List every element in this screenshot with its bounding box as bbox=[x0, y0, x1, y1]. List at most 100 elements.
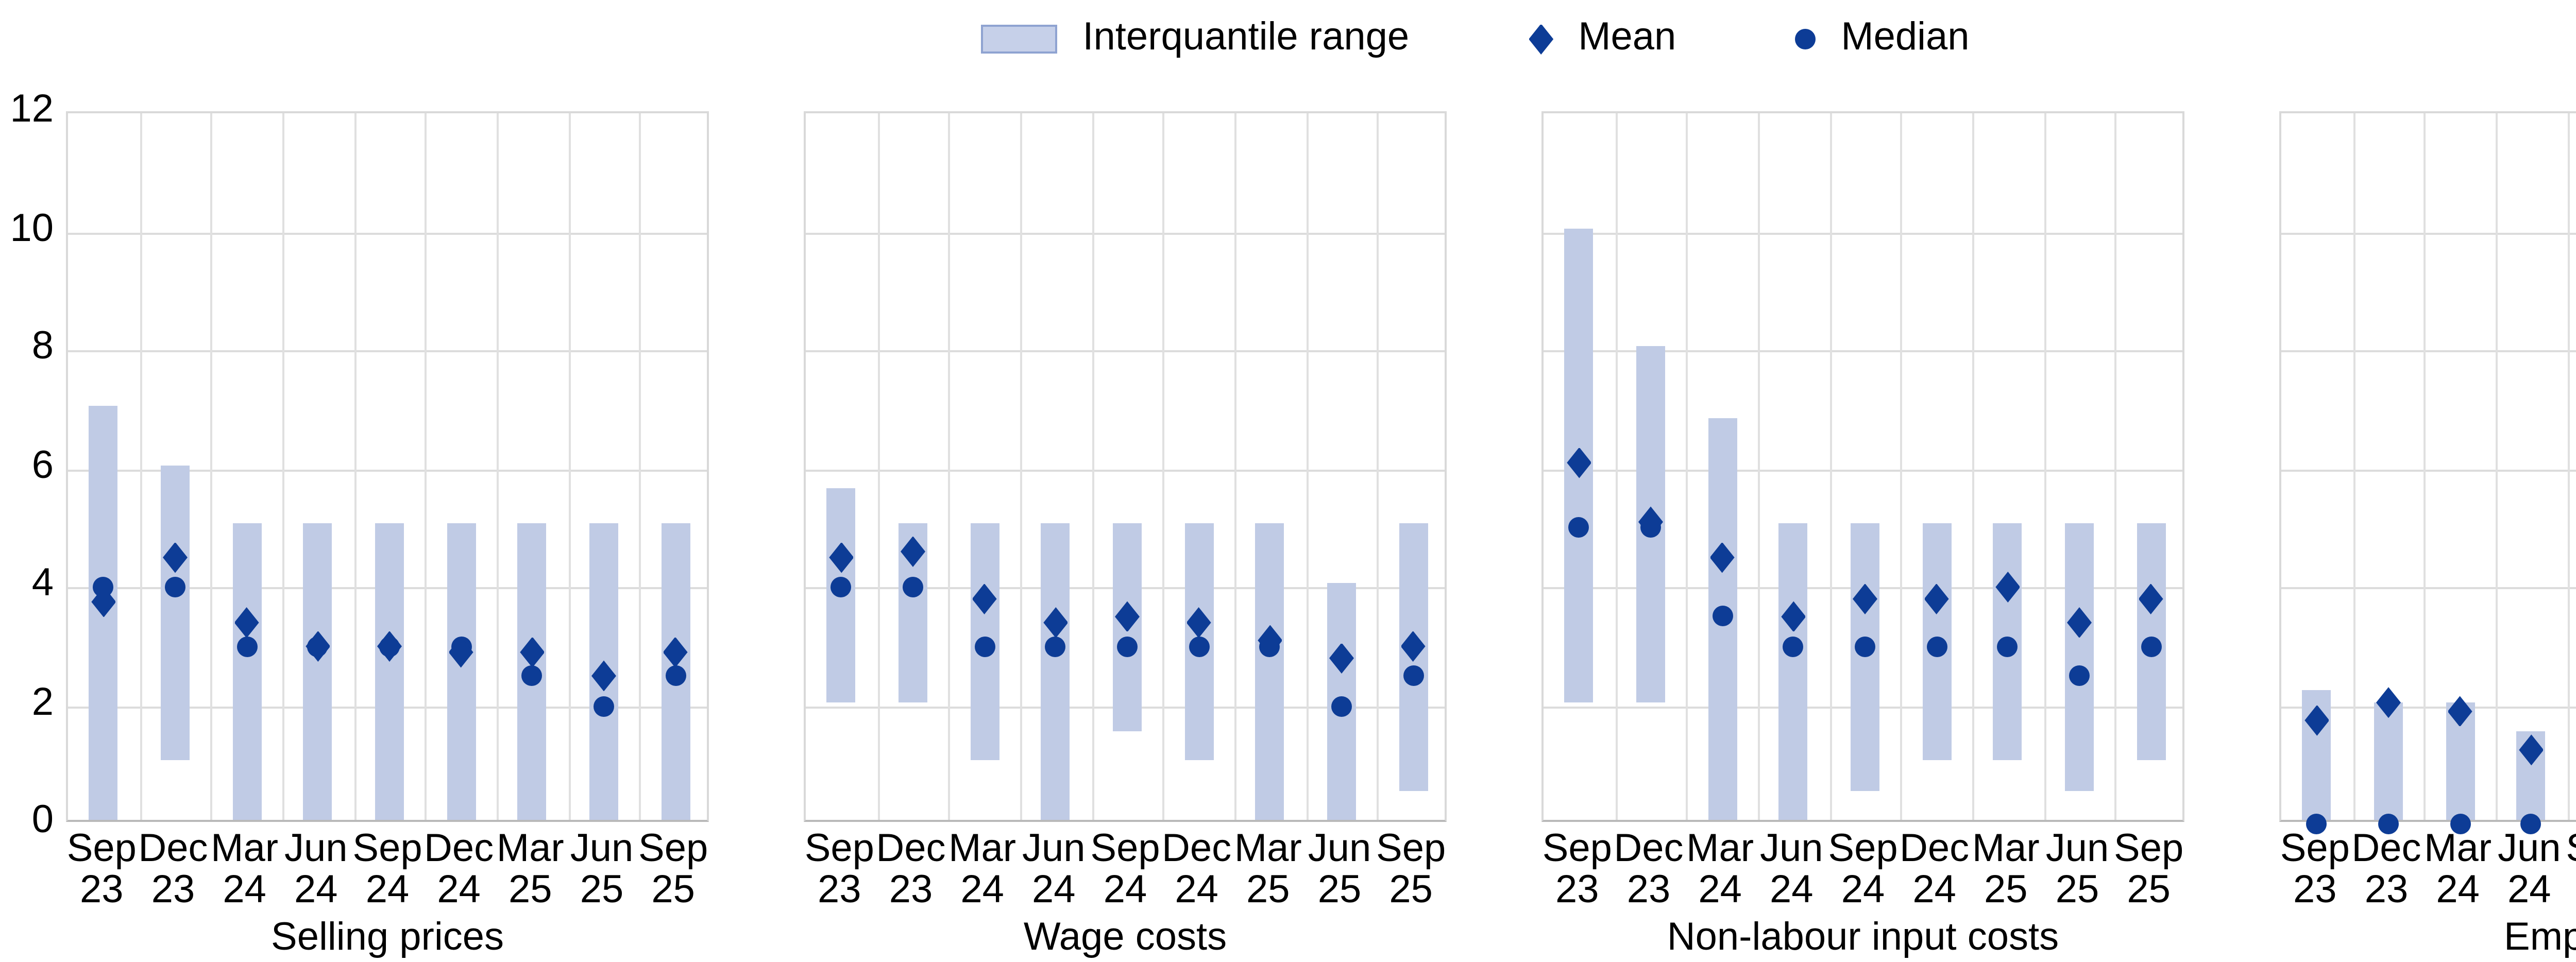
median-marker bbox=[1045, 636, 1066, 657]
x-tick-label: Jun 25 bbox=[1308, 829, 1371, 913]
x-tick-month: Jun bbox=[2498, 828, 2561, 871]
x-tick-year: 25 bbox=[2055, 869, 2099, 913]
x-tick-month: Mar bbox=[1686, 828, 1754, 871]
x-tick-year: 24 bbox=[1770, 869, 1814, 913]
x-tick-label: Mar 24 bbox=[1686, 828, 1754, 913]
legend: Interquantile range Mean Median bbox=[0, 16, 2576, 62]
median-marker bbox=[1855, 636, 1875, 657]
horizontal-gridline bbox=[2281, 587, 2576, 589]
x-tick-label: Jun 24 bbox=[2498, 828, 2561, 913]
x-tick-month: Dec bbox=[1900, 828, 1970, 871]
median-circle-icon bbox=[1795, 29, 1817, 49]
x-tick-month: Sep bbox=[2114, 828, 2184, 871]
x-tick-month: Sep bbox=[1376, 828, 1446, 871]
x-tick-month: Sep bbox=[66, 828, 137, 871]
legend-item-mean: Mean bbox=[1529, 16, 1676, 62]
vertical-gridline bbox=[1234, 113, 1236, 820]
x-tick-label: Mar 24 bbox=[211, 829, 278, 913]
plot-area-wage-costs bbox=[804, 111, 1447, 822]
x-tick-month: Dec bbox=[876, 828, 946, 871]
median-marker bbox=[1711, 606, 1733, 627]
x-tick-year: 25 bbox=[1984, 869, 2028, 913]
x-tick-label: Jun 25 bbox=[570, 828, 634, 913]
x-tick-year: 24 bbox=[2566, 871, 2576, 913]
horizontal-gridline bbox=[2281, 232, 2576, 234]
median-marker bbox=[1188, 636, 1209, 657]
x-tick-month: Jun bbox=[2045, 828, 2109, 871]
x-tick-label: Dec 23 bbox=[1614, 829, 1683, 913]
horizontal-gridline bbox=[1544, 469, 2182, 471]
horizontal-gridline bbox=[68, 350, 707, 352]
x-tick-year: 23 bbox=[2364, 869, 2409, 913]
vertical-gridline bbox=[2424, 113, 2427, 820]
axis-title-selling-prices: Selling prices bbox=[271, 917, 504, 960]
interquantile-range-bar bbox=[2065, 524, 2094, 791]
x-tick-year: 23 bbox=[889, 869, 933, 913]
x-tick-year: 23 bbox=[1555, 869, 1599, 913]
median-marker bbox=[1331, 695, 1352, 716]
horizontal-gridline bbox=[2281, 469, 2576, 471]
x-tick-year: 24 bbox=[1175, 869, 1218, 913]
interquantile-range-bar bbox=[232, 524, 261, 820]
vertical-gridline bbox=[1377, 113, 1380, 820]
axis-title-employees: Employees bbox=[2504, 917, 2576, 960]
x-tick-month: Jun bbox=[570, 828, 634, 871]
median-marker bbox=[1783, 636, 1804, 657]
x-tick-year: 25 bbox=[1317, 869, 1362, 913]
x-tick-label: Dec 24 bbox=[1900, 828, 1970, 913]
x-tick-month: Sep bbox=[1542, 828, 1612, 871]
vertical-gridline bbox=[425, 113, 428, 820]
x-tick-label: Sep 25 bbox=[638, 829, 708, 913]
x-tick-year: 25 bbox=[509, 869, 552, 913]
vertical-gridline bbox=[2043, 113, 2046, 820]
x-tick-year: 24 bbox=[1103, 869, 1147, 913]
x-tick-month: Jun bbox=[1022, 828, 1086, 871]
panel-employees: Sep23Dec23Mar24Jun24Sep24Dec24Mar25Jun25… bbox=[2279, 111, 2576, 960]
vertical-gridline bbox=[2567, 113, 2569, 820]
x-tick-month: Sep bbox=[2566, 829, 2576, 871]
vertical-gridline bbox=[948, 113, 951, 820]
x-tick-year: 24 bbox=[2507, 869, 2551, 913]
x-tick-year: 25 bbox=[1389, 869, 1433, 913]
legend-label-mean: Mean bbox=[1578, 16, 1676, 60]
interquantile-range-bar bbox=[161, 465, 190, 761]
vertical-gridline bbox=[1306, 113, 1308, 820]
x-tick-label: Jun 24 bbox=[1760, 829, 1823, 913]
horizontal-gridline bbox=[68, 232, 707, 234]
x-tick-label: Sep 25 bbox=[1376, 828, 1446, 913]
vertical-gridline bbox=[568, 113, 570, 820]
legend-label-median: Median bbox=[1841, 16, 1970, 60]
legend-item-interquantile-range: Interquantile range bbox=[981, 16, 1409, 62]
x-tick-year: 23 bbox=[151, 869, 195, 913]
vertical-gridline bbox=[1901, 113, 1903, 820]
vertical-gridline bbox=[1091, 113, 1094, 820]
vertical-gridline bbox=[1972, 113, 1974, 820]
horizontal-gridline bbox=[68, 469, 707, 471]
mean-diamond-icon bbox=[1529, 24, 1554, 55]
vertical-gridline bbox=[211, 113, 213, 820]
x-tick-year: 24 bbox=[365, 869, 410, 913]
x-tick-label: Sep 23 bbox=[804, 828, 874, 913]
vertical-gridline bbox=[1163, 113, 1165, 820]
x-tick-year: 25 bbox=[1246, 869, 1290, 913]
chart-area: 0 2 4 6 8 10 12 Sep 23 Dec 23 Mar 24 Jun 24 Sep 24 Dec 24… bbox=[0, 89, 2576, 960]
vertical-gridline bbox=[1615, 113, 1617, 820]
x-tick-label: Mar 24 bbox=[948, 829, 1016, 913]
horizontal-gridline bbox=[2281, 706, 2576, 708]
x-tick-month: Mar bbox=[1972, 828, 2040, 871]
x-tick-year: 23 bbox=[80, 869, 124, 913]
panel-non-labour-input-costs: Sep 23 Dec 23 Mar 24 Jun 24 Sep 24 Dec 24 Mar 25 Jun 25… bbox=[1541, 111, 2184, 960]
x-tick-month: Sep bbox=[804, 828, 874, 871]
median-marker bbox=[2140, 636, 2161, 657]
x-axis-labels: Sep23Dec23Mar24Jun24Sep24Dec24Mar25Jun25… bbox=[2279, 828, 2576, 917]
x-tick-label: Sep 23 bbox=[2280, 829, 2350, 913]
x-tick-label: Jun 25 bbox=[2045, 828, 2109, 913]
x-tick-month: Sep bbox=[352, 828, 422, 871]
x-tick-year: 24 bbox=[1912, 869, 1956, 913]
median-marker bbox=[974, 636, 995, 657]
median-marker bbox=[2378, 814, 2399, 834]
vertical-gridline bbox=[2115, 113, 2117, 820]
x-tick-label: Sep 23 bbox=[1542, 828, 1612, 913]
